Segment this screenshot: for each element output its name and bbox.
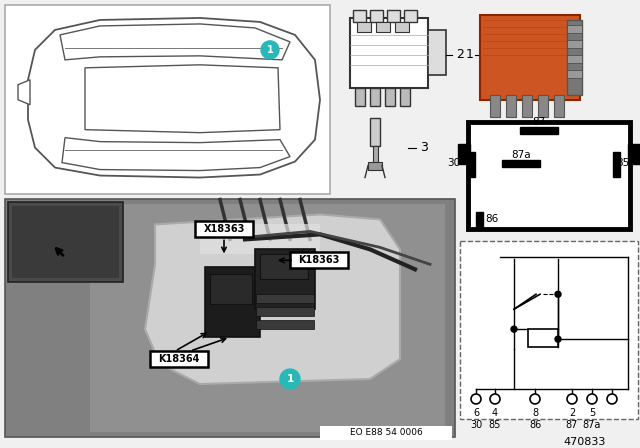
Bar <box>8 202 123 282</box>
Bar <box>567 20 582 95</box>
Polygon shape <box>62 138 290 171</box>
Bar <box>567 40 582 48</box>
Bar <box>290 252 348 268</box>
Text: 1: 1 <box>466 48 474 61</box>
Text: 3: 3 <box>420 141 428 154</box>
Bar <box>205 267 260 337</box>
Bar <box>368 162 382 169</box>
Circle shape <box>555 291 561 297</box>
Circle shape <box>607 394 617 404</box>
Text: 6: 6 <box>473 408 479 418</box>
Polygon shape <box>85 65 280 133</box>
Bar <box>255 250 315 309</box>
Bar <box>370 118 380 146</box>
Text: 85: 85 <box>489 420 501 430</box>
Bar <box>490 95 500 116</box>
Bar <box>195 221 253 237</box>
Bar <box>628 144 640 164</box>
Bar <box>320 426 452 440</box>
Text: 4: 4 <box>492 408 498 418</box>
Polygon shape <box>18 80 30 105</box>
Text: 87a: 87a <box>511 150 531 159</box>
Bar <box>90 204 445 432</box>
Circle shape <box>280 369 300 389</box>
Bar <box>460 241 638 419</box>
Text: 86: 86 <box>529 420 541 430</box>
Bar <box>468 151 475 177</box>
Bar <box>567 70 582 78</box>
Text: EO E88 54 0006: EO E88 54 0006 <box>349 428 422 437</box>
Bar <box>400 88 410 106</box>
Text: 2: 2 <box>569 408 575 418</box>
Polygon shape <box>28 18 320 177</box>
Bar <box>376 22 390 32</box>
Circle shape <box>471 394 481 404</box>
Text: 2: 2 <box>456 48 464 61</box>
Bar <box>370 88 380 106</box>
Text: 87: 87 <box>532 116 546 127</box>
Text: 30: 30 <box>447 158 460 168</box>
Bar <box>385 88 395 106</box>
Text: 1: 1 <box>286 374 294 384</box>
Text: 86: 86 <box>485 215 499 224</box>
Bar <box>520 127 558 134</box>
Bar <box>567 25 582 33</box>
Bar <box>355 88 365 106</box>
Bar <box>256 320 314 329</box>
Bar <box>502 159 540 167</box>
Bar <box>554 95 564 116</box>
Bar <box>468 122 630 229</box>
Bar <box>357 22 371 32</box>
Bar <box>538 95 548 116</box>
Circle shape <box>587 394 597 404</box>
Bar <box>150 351 208 367</box>
Circle shape <box>530 394 540 404</box>
Bar <box>528 329 558 347</box>
Text: 1: 1 <box>267 45 273 55</box>
Bar <box>5 199 455 437</box>
Bar <box>260 254 308 279</box>
Bar <box>353 10 366 22</box>
Bar <box>567 55 582 63</box>
Circle shape <box>555 336 561 342</box>
Bar <box>12 207 119 278</box>
Bar <box>458 144 470 164</box>
Bar <box>210 274 252 304</box>
Circle shape <box>490 394 500 404</box>
Bar <box>404 10 417 22</box>
Text: K18364: K18364 <box>158 354 200 364</box>
Polygon shape <box>145 215 400 384</box>
Text: 87: 87 <box>566 420 578 430</box>
Text: 470833: 470833 <box>564 437 606 447</box>
Bar <box>395 22 409 32</box>
Text: X18363: X18363 <box>204 224 244 234</box>
Bar <box>256 307 314 316</box>
Bar <box>480 15 580 100</box>
Bar <box>5 5 330 194</box>
Bar <box>522 95 532 116</box>
Bar <box>613 151 620 177</box>
Circle shape <box>261 41 279 59</box>
Bar <box>256 294 314 303</box>
Text: 8: 8 <box>532 408 538 418</box>
Text: 87a: 87a <box>583 420 601 430</box>
Bar <box>476 212 483 228</box>
Text: 30: 30 <box>470 420 482 430</box>
Bar <box>387 10 400 22</box>
Circle shape <box>511 326 517 332</box>
Bar <box>373 146 378 162</box>
Polygon shape <box>60 24 290 60</box>
Text: 5: 5 <box>589 408 595 418</box>
Bar <box>350 18 428 88</box>
Bar <box>200 224 320 254</box>
Text: K18363: K18363 <box>298 255 340 265</box>
Bar <box>370 10 383 22</box>
Bar <box>428 30 446 75</box>
Bar <box>506 95 516 116</box>
Text: 85: 85 <box>616 158 630 168</box>
Circle shape <box>567 394 577 404</box>
